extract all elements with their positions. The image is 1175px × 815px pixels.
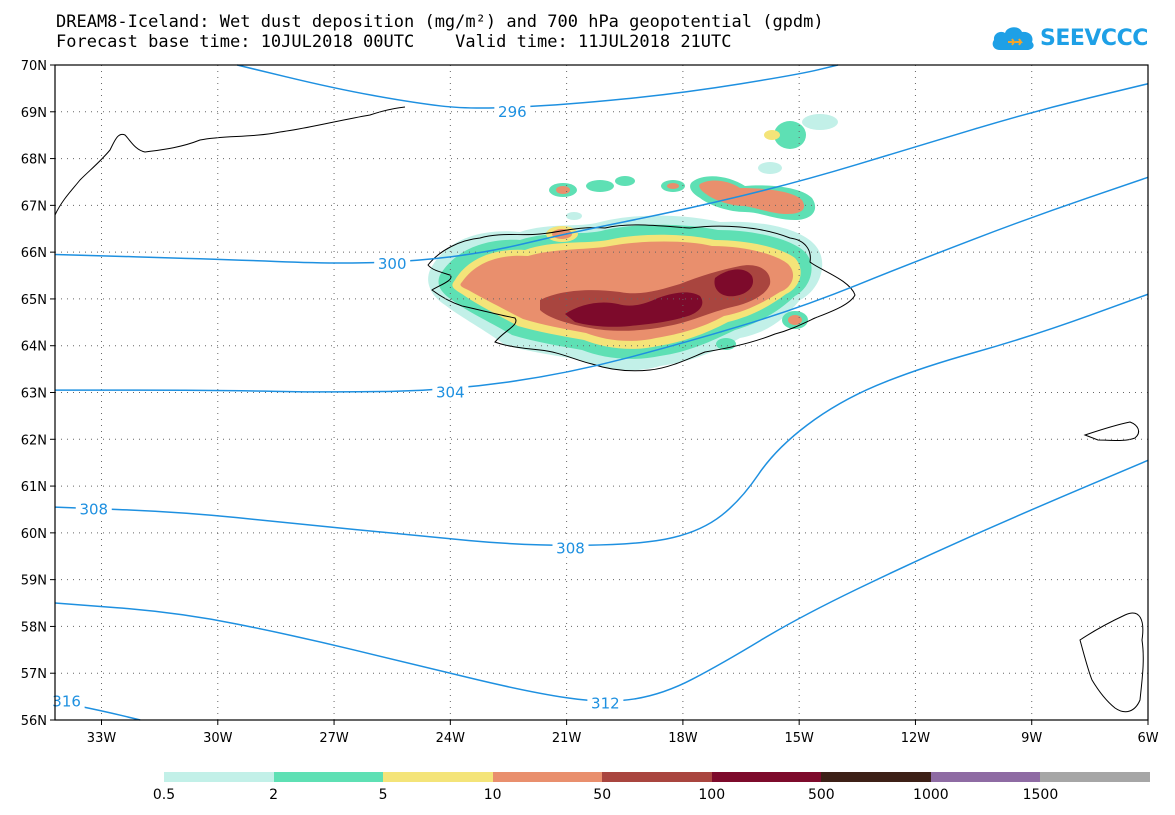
legend-label: 100 bbox=[698, 787, 726, 803]
lat-tick-label: 63N bbox=[21, 387, 47, 402]
seevccc-logo: SEEVCCC bbox=[990, 18, 1148, 58]
lon-tick-label: 21W bbox=[552, 731, 582, 746]
color-legend bbox=[164, 772, 1150, 782]
contour-308 bbox=[54, 293, 1149, 547]
lat-tick-label: 60N bbox=[21, 527, 47, 542]
map-subtitle: Forecast base time: 10JUL2018 00UTC Vali… bbox=[56, 32, 732, 52]
geopotential-contour-labels: 296 300 304 308 308 312 316 bbox=[48, 102, 624, 713]
lat-tick-label: 69N bbox=[21, 106, 47, 121]
lon-tick-label: 33W bbox=[87, 731, 117, 746]
legend-swatch bbox=[602, 772, 712, 782]
contour-label: 300 bbox=[378, 255, 407, 273]
contour-label: 308 bbox=[79, 500, 108, 518]
legend-swatch bbox=[821, 772, 931, 782]
lat-tick-label: 62N bbox=[21, 433, 47, 448]
lat-tick-label: 61N bbox=[21, 480, 47, 495]
contour-label: 304 bbox=[436, 384, 465, 402]
contour-296 bbox=[236, 64, 839, 109]
legend-label: 50 bbox=[593, 787, 612, 803]
color-legend-labels: 0.5 2 5 10 50 100 500 1000 1500 bbox=[0, 787, 1175, 807]
contour-304 bbox=[55, 176, 1149, 393]
legend-label: 10 bbox=[483, 787, 502, 803]
contour-label-bg bbox=[48, 692, 85, 711]
coastlines bbox=[54, 106, 1144, 713]
lon-tick-label: 15W bbox=[784, 731, 814, 746]
logo-text: SEEVCCC bbox=[1040, 25, 1148, 51]
contour-label-bg bbox=[552, 539, 589, 558]
lat-tick-label: 68N bbox=[21, 153, 47, 168]
lat-tick-label: 56N bbox=[21, 714, 47, 729]
contour-label-bg bbox=[374, 254, 411, 273]
geopotential-contours bbox=[54, 64, 1149, 721]
lat-tick-label: 66N bbox=[21, 246, 47, 261]
legend-swatch bbox=[273, 772, 384, 782]
lat-tick-label: 64N bbox=[21, 340, 47, 355]
lat-tick-label: 57N bbox=[21, 667, 47, 682]
lon-tick-label: 30W bbox=[203, 731, 233, 746]
lat-tick-label: 70N bbox=[21, 59, 47, 74]
latitude-axis: 70N 69N 68N 67N 66N 65N 64N 63N 62N 61N 60N 59N 58N 5… bbox=[21, 59, 55, 729]
contour-label: 308 bbox=[556, 539, 585, 557]
legend-label: 500 bbox=[807, 787, 835, 803]
cloud-icon bbox=[992, 27, 1034, 50]
lat-tick-label: 59N bbox=[21, 574, 47, 589]
contour-label-bg bbox=[75, 500, 112, 519]
contour-label: 296 bbox=[498, 103, 527, 121]
legend-swatch bbox=[492, 772, 603, 782]
contour-300 bbox=[54, 82, 1149, 264]
lon-tick-label: 6W bbox=[1137, 731, 1158, 746]
legend-swatch bbox=[930, 772, 1041, 782]
legend-label: 5 bbox=[378, 787, 388, 803]
legend-label: 0.5 bbox=[152, 787, 176, 803]
contour-label-bg bbox=[494, 102, 531, 121]
contour-label-bg bbox=[587, 694, 624, 713]
contour-312 bbox=[54, 459, 1149, 702]
legend-swatch bbox=[383, 772, 493, 782]
lon-tick-label: 24W bbox=[436, 731, 466, 746]
longitude-axis: 33W 30W 27W 24W 21W 18W 15W 12W 9W 6W bbox=[87, 720, 1159, 746]
lon-tick-label: 18W bbox=[668, 731, 698, 746]
legend-label: 2 bbox=[269, 787, 279, 803]
lat-tick-label: 67N bbox=[21, 199, 47, 214]
legend-label: 1000 bbox=[913, 787, 949, 803]
lat-tick-label: 65N bbox=[21, 293, 47, 308]
lon-tick-label: 12W bbox=[901, 731, 931, 746]
lon-tick-label: 27W bbox=[319, 731, 349, 746]
contour-label: 312 bbox=[591, 695, 620, 713]
legend-swatch bbox=[1040, 772, 1150, 782]
legend-swatch bbox=[711, 772, 822, 782]
contour-label: 316 bbox=[52, 692, 81, 710]
lat-tick-label: 58N bbox=[21, 620, 47, 635]
lon-tick-label: 9W bbox=[1021, 731, 1042, 746]
map-title: DREAM8-Iceland: Wet dust deposition (mg/… bbox=[56, 12, 824, 32]
legend-label: 1500 bbox=[1022, 787, 1059, 803]
legend-swatch bbox=[164, 772, 274, 782]
wet-dust-deposition-field bbox=[428, 114, 838, 371]
contour-label-bg bbox=[432, 383, 469, 402]
lat-lon-grid bbox=[55, 64, 1149, 721]
